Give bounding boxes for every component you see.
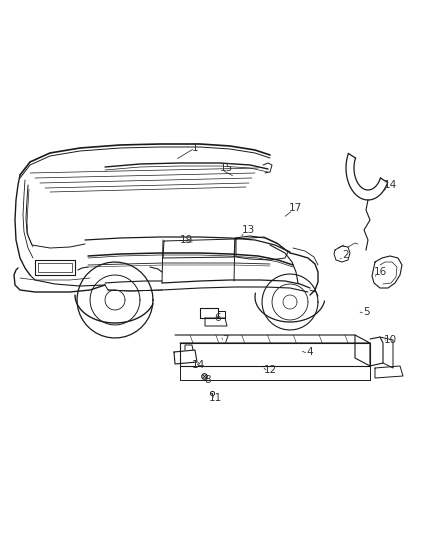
Text: 19: 19	[180, 235, 193, 245]
Text: 16: 16	[373, 267, 387, 277]
Text: 14: 14	[191, 360, 205, 370]
Text: 6: 6	[215, 313, 221, 323]
Text: 1: 1	[192, 143, 198, 153]
Text: 2: 2	[343, 250, 350, 260]
Text: 11: 11	[208, 393, 222, 403]
Text: 14: 14	[383, 180, 397, 190]
Text: 10: 10	[383, 335, 396, 345]
Text: 13: 13	[241, 225, 254, 235]
Text: 8: 8	[205, 375, 211, 385]
Text: 4: 4	[307, 347, 313, 357]
Text: 12: 12	[263, 365, 277, 375]
Text: 5: 5	[364, 307, 370, 317]
Text: 7: 7	[222, 335, 228, 345]
Text: 15: 15	[219, 163, 233, 173]
Text: 17: 17	[288, 203, 302, 213]
